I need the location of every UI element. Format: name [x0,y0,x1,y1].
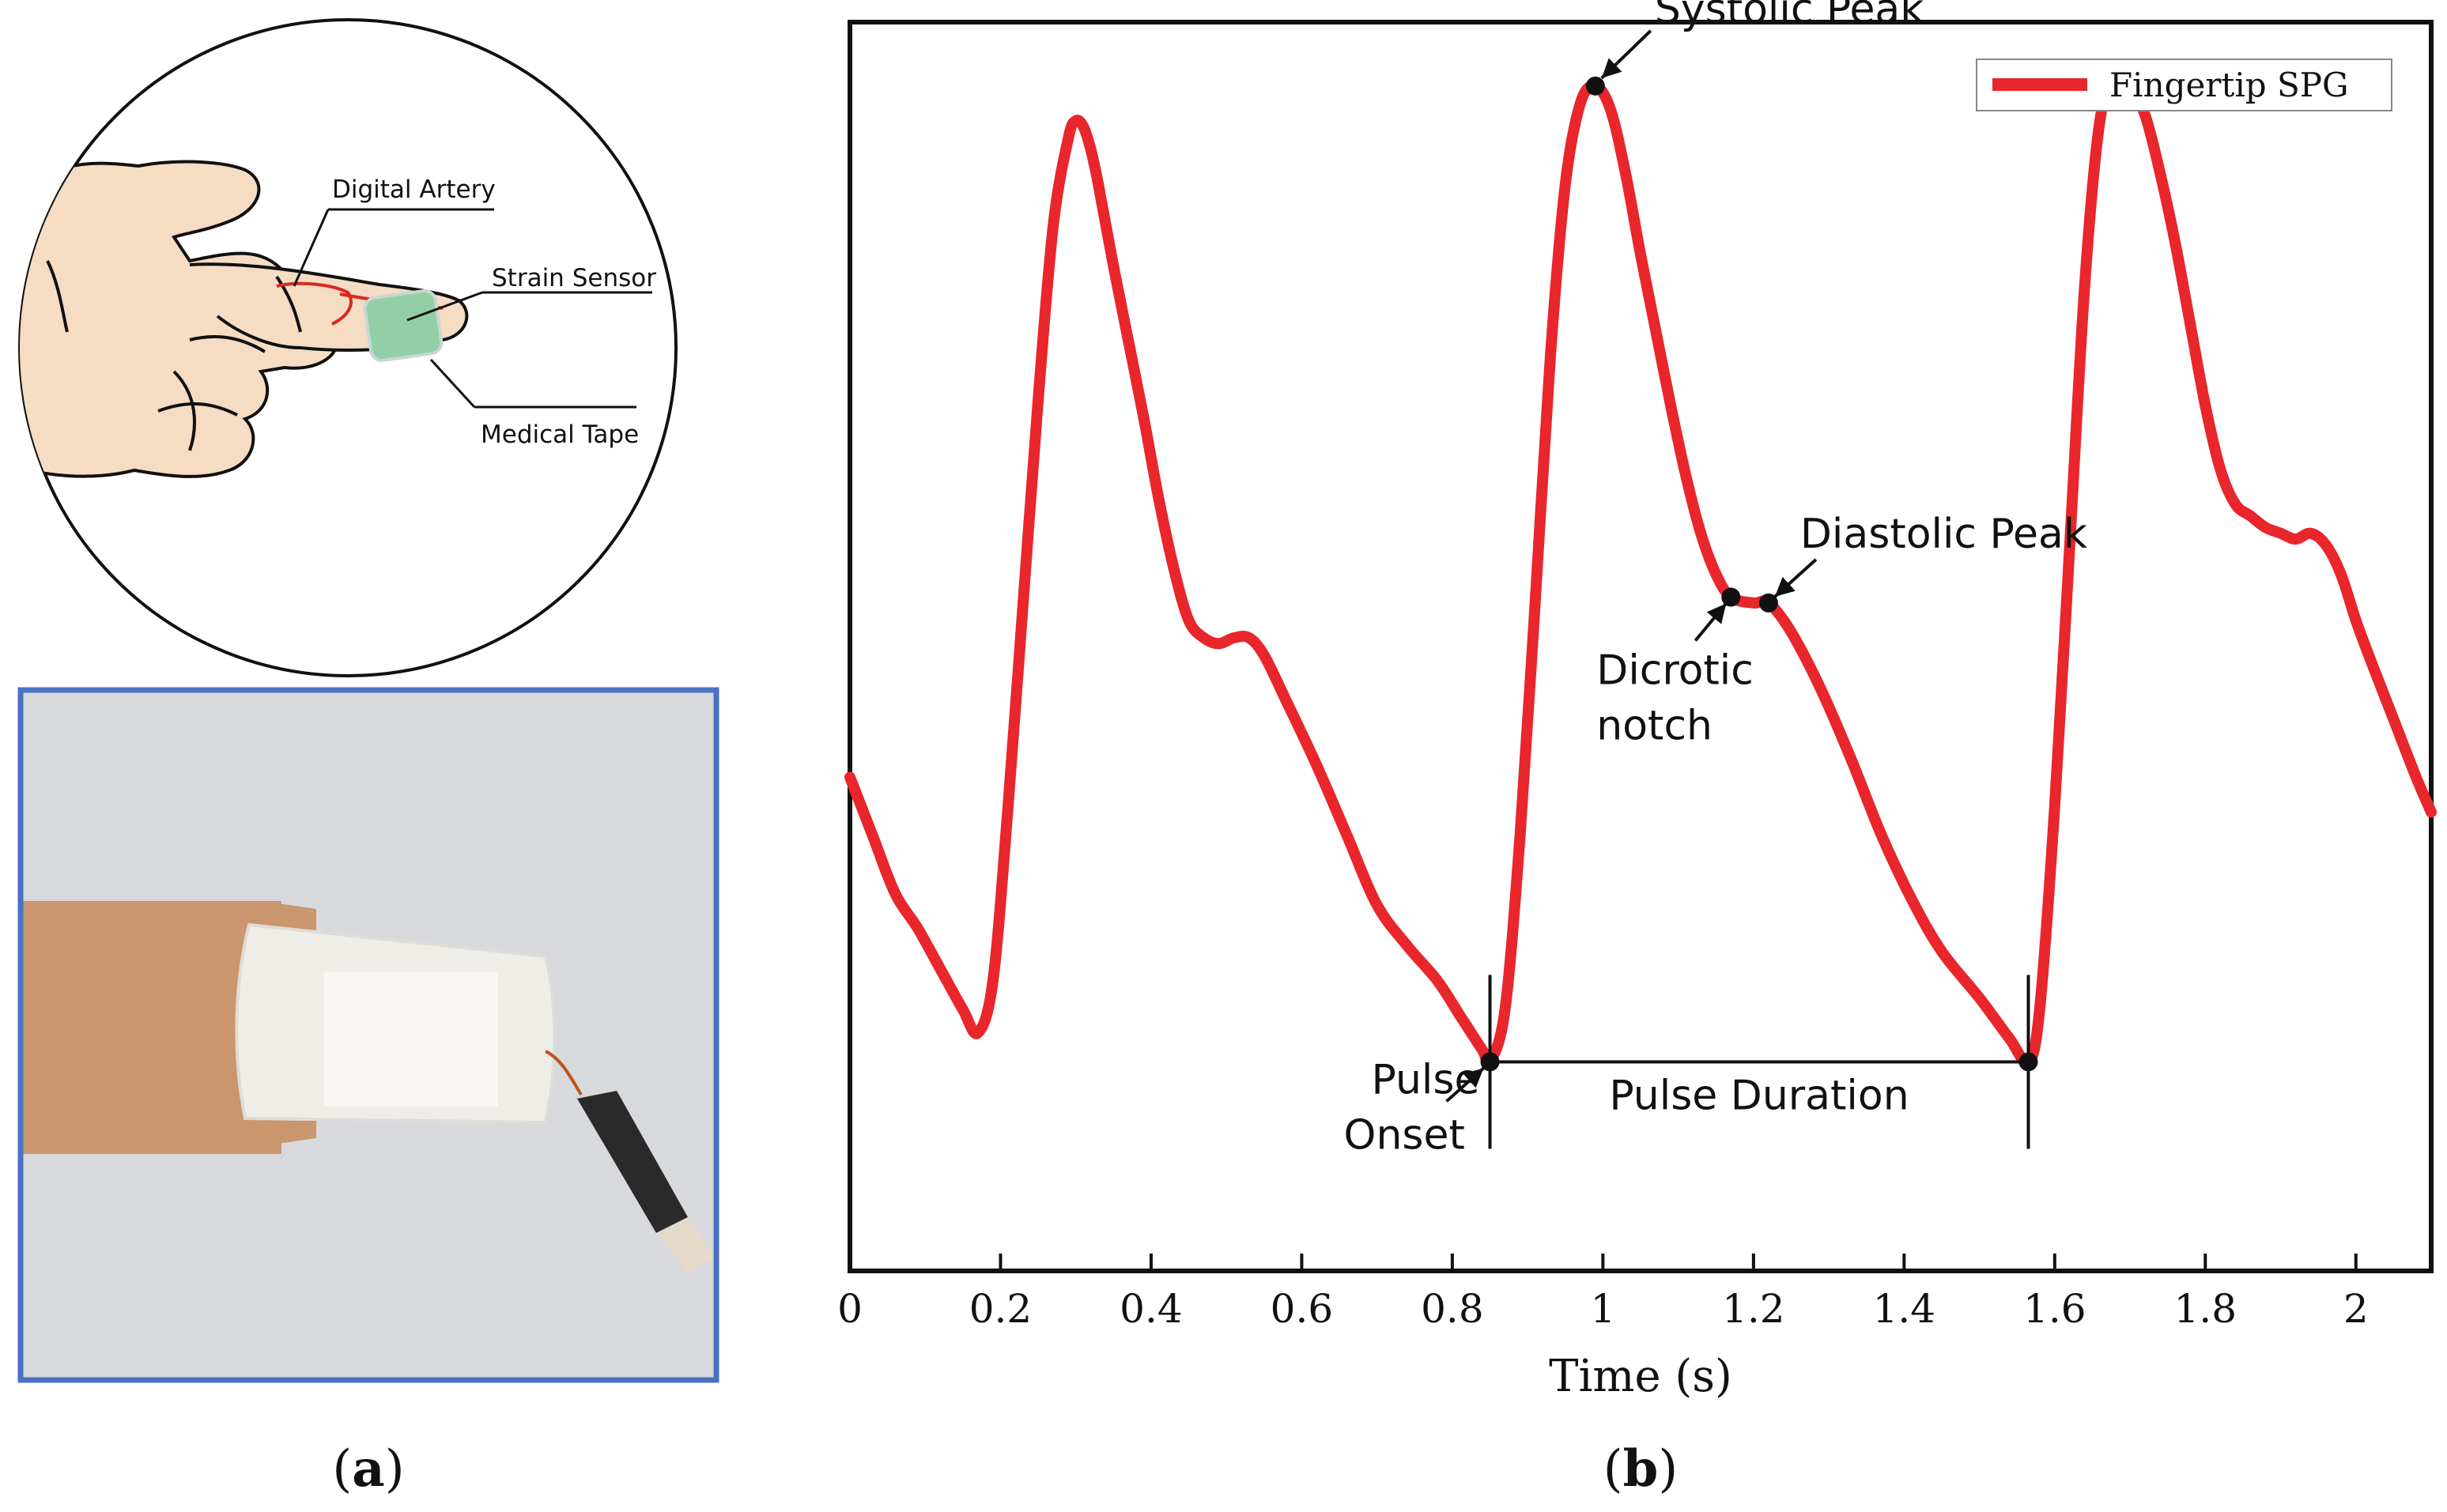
x-tick-label: 1.2 [1722,1286,1785,1332]
callout-line-sensor [406,291,483,322]
x-tick-label: 0 [837,1286,863,1332]
label-digital-artery: Digital Artery [332,175,496,204]
x-tick-label: 0.2 [969,1286,1033,1332]
pulse-onset-label-line1: Pulse [1372,1056,1480,1103]
x-tick-label: 1.4 [1873,1286,1936,1332]
pulse-onset-label-line2: Onset [1344,1111,1465,1159]
x-tick-label: 2 [2343,1286,2369,1332]
sensor-photo [17,687,719,1383]
panel-b-label: (b) [1603,1439,1679,1499]
diastolic-peak-label: Diastolic Peak [1800,511,2087,558]
x-tick-label: 1 [1590,1286,1615,1332]
dicrotic-notch-label-line1: Dicrotic [1596,647,1754,695]
series-layer [844,72,2437,1070]
plot-frame [848,20,2434,1273]
panel-a-label: (a) [332,1439,404,1499]
pulse-duration-label: Pulse Duration [1609,1072,1909,1119]
label-medical-tape: Medical Tape [481,420,639,449]
x-axis: 0 0.2 0.4 0.6 0.8 1 1.2 1.4 1.6 1.8 2 [837,1254,2369,1332]
knuckle-lines [46,260,302,451]
legend: Fingertip SPG [1976,58,2392,111]
photo-sensor-area [324,972,498,1107]
dicrotic-notch-arrow-head [1706,603,1727,624]
dicrotic-notch-marker [1721,587,1741,607]
annotation-layer: Systolic Peak Diastolic Peak Dicrotic notch… [1344,0,2088,1159]
series-line-0 [844,72,2437,1070]
x-tick-label: 0.6 [1271,1286,1334,1332]
label-strain-sensor: Strain Sensor [492,264,656,292]
legend-label: Fingertip SPG [2109,66,2349,104]
finger-illustration: Digital Artery Strain Sensor Medical Tap… [18,18,678,677]
diastolic-peak-arrow-head [1774,576,1796,597]
photo-cable [577,1091,688,1233]
diastolic-peak-marker [1758,593,1778,613]
dicrotic-notch-label-line2: notch [1596,703,1713,750]
x-tick-label: 0.4 [1120,1286,1183,1332]
strain-sensor-pad [363,288,444,363]
pulse-onset-arrow-head [1463,1068,1484,1088]
x-tick-label: 1.8 [2174,1286,2237,1332]
systolic-peak-marker [1585,76,1605,96]
x-tick-label: 1.6 [2023,1286,2086,1332]
photo-cable-sheath [656,1217,716,1273]
photo-wires [545,1050,583,1096]
callout-line-tape [429,358,476,409]
x-axis-label: Time (s) [1549,1351,1732,1402]
x-tick-label: 0.8 [1421,1286,1484,1332]
systolic-peak-label: Systolic Peak [1655,0,1924,33]
callout-line-artery [293,209,330,287]
photo-frame [17,687,719,1383]
systolic-peak-arrow-head [1601,58,1622,78]
